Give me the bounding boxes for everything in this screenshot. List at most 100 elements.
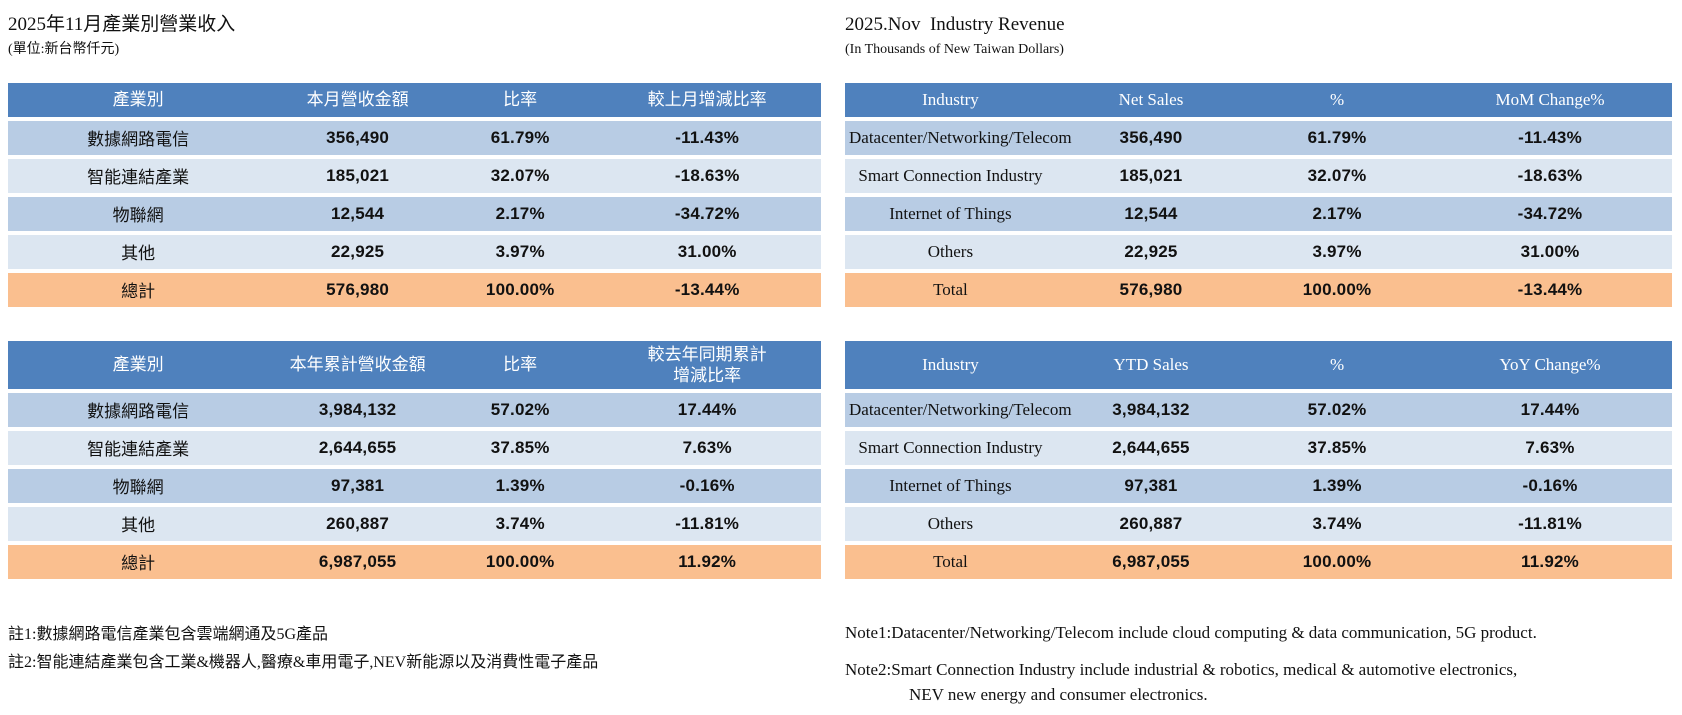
value-cell: -34.72% [593, 194, 821, 235]
column-header: Industry [845, 82, 1056, 121]
row-label-cell: 其他 [8, 232, 269, 273]
english-section: 2025.Nov Industry Revenue (In Thousands … [845, 12, 1672, 715]
value-cell: 3,984,132 [268, 390, 448, 431]
value-cell: 37.85% [1246, 428, 1429, 469]
table-row: Others 260,887 3.74% -11.81% [845, 504, 1672, 545]
row-label-cell: Smart Connection Industry [845, 428, 1056, 469]
value-cell: 100.00% [447, 542, 594, 583]
column-header: 較上月增減比率 [593, 82, 821, 121]
row-label-cell: 智能連結產業 [8, 428, 269, 469]
value-cell: 356,490 [1055, 118, 1247, 159]
row-label-cell: 數據網路電信 [8, 118, 269, 159]
value-cell: 61.79% [447, 118, 594, 159]
table-row: 智能連結產業 185,021 32.07% -18.63% [8, 156, 821, 197]
table-row: 其他 22,925 3.97% 31.00% [8, 232, 821, 273]
column-header: 本年累計營收金額 [268, 340, 448, 393]
column-header: Net Sales [1055, 82, 1247, 121]
value-cell: 260,887 [1055, 504, 1247, 545]
total-row: 總計 6,987,055 100.00% 11.92% [8, 542, 821, 583]
value-cell: 22,925 [268, 232, 448, 273]
value-cell: 37.85% [447, 428, 594, 469]
value-cell: 31.00% [593, 232, 821, 273]
value-cell: -11.81% [593, 504, 821, 545]
value-cell: 3.74% [447, 504, 594, 545]
value-cell: 12,544 [268, 194, 448, 235]
value-cell: 7.63% [593, 428, 821, 469]
table-row: 物聯網 12,544 2.17% -34.72% [8, 194, 821, 235]
value-cell: 576,980 [1055, 270, 1247, 311]
footnote-1-zh: 註1:數據網路電信產業包含雲端網通及5G產品 [8, 625, 329, 643]
value-cell: 7.63% [1428, 428, 1672, 469]
row-label-cell: 物聯網 [8, 194, 269, 235]
column-header: YTD Sales [1055, 340, 1247, 393]
total-row: 總計 576,980 100.00% -13.44% [8, 270, 821, 311]
column-header: % [1246, 340, 1429, 393]
value-cell: 100.00% [447, 270, 594, 311]
value-cell: 57.02% [1246, 390, 1429, 431]
value-cell: 11.92% [593, 542, 821, 583]
footnotes-en: Note1:Datacenter/Networking/Telecom incl… [845, 621, 1672, 708]
value-cell: -18.63% [593, 156, 821, 197]
value-cell: 3,984,132 [1055, 390, 1247, 431]
row-label-cell: Datacenter/Networking/Telecom [845, 118, 1072, 159]
chinese-section: 2025年11月產業別營業收入 (單位:新台幣仟元) 產業別 本月營收金額 比率 較上… [8, 12, 821, 715]
ytd-revenue-table-en: Industry YTD Sales% YoY Change% Datacenter/… [845, 340, 1672, 583]
value-cell: 32.07% [447, 156, 594, 197]
row-label-cell: Internet of Things [845, 194, 1056, 235]
value-cell: 11.92% [1428, 542, 1672, 583]
header-row: Industry Net Sales% MoM Change% [845, 82, 1672, 121]
value-cell: 17.44% [593, 390, 821, 431]
value-cell: -11.43% [593, 118, 821, 159]
value-cell: 260,887 [268, 504, 448, 545]
monthly-revenue-table-zh: 產業別 本月營收金額 比率 較上月增減比率 數據網路電信 356,490 61.79% -11… [8, 82, 821, 311]
value-cell: 356,490 [268, 118, 448, 159]
table-row: Smart Connection Industry 2,644,655 37.85%… [845, 428, 1672, 469]
value-cell: 17.44% [1428, 390, 1672, 431]
header-row: 產業別 本月營收金額 比率 較上月增減比率 [8, 82, 821, 121]
footnotes-zh: 註1:數據網路電信產業包含雲端網通及5G產品 註2:智能連結產業包含工業&機器人… [8, 621, 821, 677]
value-cell: 576,980 [268, 270, 448, 311]
value-cell: 97,381 [1055, 466, 1247, 507]
footnote-2-en: Note2:Smart Connection Industry include … [845, 660, 1518, 705]
row-label-cell: 總計 [8, 270, 269, 311]
header-row: Industry YTD Sales% YoY Change% [845, 340, 1672, 393]
value-cell: 2.17% [1246, 194, 1429, 235]
column-header: Industry [845, 340, 1056, 393]
value-cell: 100.00% [1246, 270, 1429, 311]
header-row: 產業別 本年累計營收金額 比率 較去年同期累計 增減比率 [8, 340, 821, 393]
column-header: 產業別 [8, 82, 269, 121]
value-cell: -11.81% [1428, 504, 1672, 545]
value-cell: 61.79% [1246, 118, 1429, 159]
row-label-cell: 數據網路電信 [8, 390, 269, 431]
value-cell: 32.07% [1246, 156, 1429, 197]
footnote-1-en: Note1:Datacenter/Networking/Telecom incl… [845, 622, 1537, 642]
unit-note-zh: (單位:新台幣仟元) [8, 41, 120, 57]
value-cell: 3.97% [447, 232, 594, 273]
table-row: 數據網路電信 3,984,132 57.02% 17.44% [8, 390, 821, 431]
row-label-cell: Internet of Things [845, 466, 1056, 507]
column-header: YoY Change% [1428, 340, 1672, 393]
value-cell: 57.02% [447, 390, 594, 431]
value-cell: 22,925 [1055, 232, 1247, 273]
value-cell: -11.43% [1428, 118, 1672, 159]
table-row: Internet of Things 12,544 2.17% -34.72% [845, 194, 1672, 235]
value-cell: -13.44% [593, 270, 821, 311]
value-cell: 3.74% [1246, 504, 1429, 545]
row-label-cell: Datacenter/Networking/Telecom [845, 390, 1072, 431]
value-cell: 185,021 [268, 156, 448, 197]
value-cell: 2,644,655 [1055, 428, 1247, 469]
row-label-cell: Total [845, 270, 1056, 311]
total-row: Total 576,980 100.00% -13.44% [845, 270, 1672, 311]
row-label-cell: 物聯網 [8, 466, 269, 507]
row-label-cell: Smart Connection Industry [845, 156, 1056, 197]
column-header: 本月營收金額 [268, 82, 448, 121]
value-cell: 1.39% [1246, 466, 1429, 507]
table-row: Datacenter/Networking/Telecom 3,984,132 57… [845, 390, 1672, 431]
row-label-cell: 總計 [8, 542, 269, 583]
row-label-cell: Others [845, 504, 1056, 545]
table-row: Others 22,925 3.97% 31.00% [845, 232, 1672, 273]
table-row: Datacenter/Networking/Telecom 356,490 61.7… [845, 118, 1672, 159]
table-row: 物聯網 97,381 1.39% -0.16% [8, 466, 821, 507]
column-header: 產業別 [8, 340, 269, 393]
